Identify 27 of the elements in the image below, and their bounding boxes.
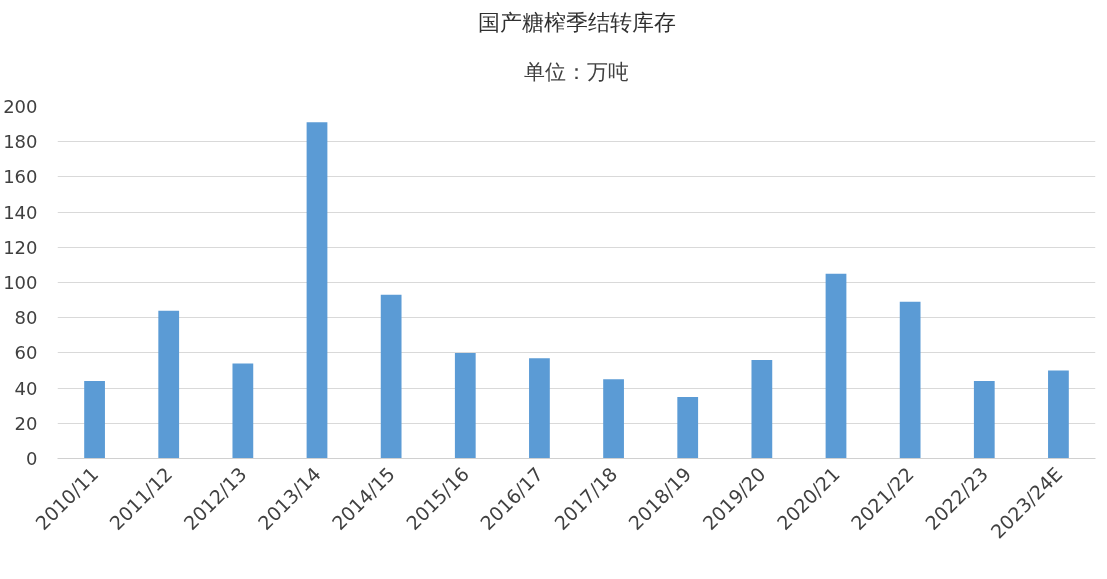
y-tick-label: 60 xyxy=(14,342,38,364)
bar xyxy=(232,363,254,459)
bar xyxy=(899,301,921,459)
bar xyxy=(1048,370,1069,459)
bar xyxy=(380,294,402,459)
bar xyxy=(529,358,550,459)
y-tick-label: 180 xyxy=(3,131,38,153)
y-tick-label: 160 xyxy=(3,166,38,188)
y-tick-label: 120 xyxy=(3,236,38,258)
y-tick-label: 20 xyxy=(14,412,38,434)
chart-subtitle: 单位：万吨 xyxy=(524,59,629,84)
bar xyxy=(454,352,476,459)
y-tick-label: 200 xyxy=(3,96,38,117)
bar xyxy=(677,396,699,459)
bar xyxy=(84,381,105,459)
bar xyxy=(973,381,995,459)
bar xyxy=(825,273,847,459)
y-tick-label: 140 xyxy=(3,201,38,223)
y-tick-label: 0 xyxy=(26,448,38,469)
bar xyxy=(751,359,773,459)
bar xyxy=(306,122,328,459)
y-tick-label: 40 xyxy=(14,377,38,399)
bar xyxy=(158,310,180,459)
y-tick-label: 80 xyxy=(14,307,38,329)
bar xyxy=(603,379,624,459)
y-tick-label: 100 xyxy=(3,272,38,293)
chart-title: 国产糖榨季结转库存 xyxy=(477,9,676,35)
